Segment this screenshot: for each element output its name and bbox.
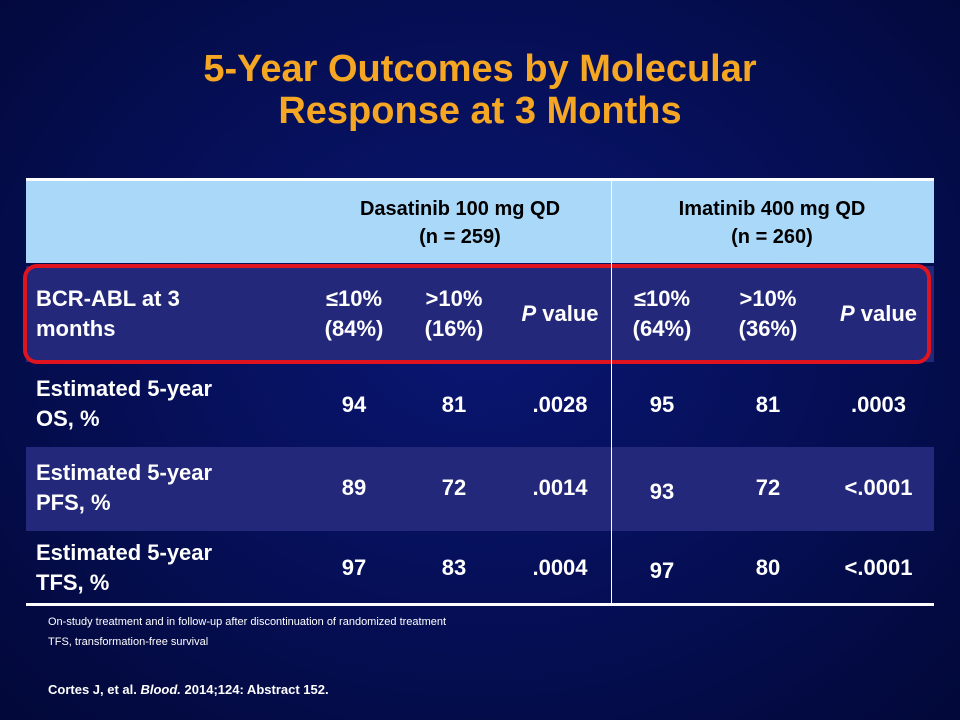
header-imatinib-line1: Imatinib 400 mg QD — [678, 198, 866, 220]
row-label-line1: Estimated 5-year — [36, 460, 213, 485]
das-le10-line2: (84%) — [324, 316, 384, 341]
table-row: Estimated 5-year TFS, % 97 83 .0004 97 8… — [26, 532, 934, 603]
row-label-line2: TFS, % — [36, 570, 110, 595]
ima-le10-line2: (64%) — [632, 316, 692, 341]
cell-das-p: .0014 — [532, 475, 588, 500]
response-row-label: BCR-ABL at 3 months — [36, 284, 296, 344]
das-gt10-line2: (16%) — [424, 316, 484, 341]
cell-ima-le10: 95 — [649, 392, 675, 417]
row-label-line2: OS, % — [36, 406, 100, 431]
table-row: Estimated 5-year PFS, % 89 72 .0014 93 7… — [26, 447, 934, 531]
header-imatinib: Imatinib 400 mg QD (n = 260) — [622, 195, 922, 251]
row-label-line1: Estimated 5-year — [36, 540, 213, 565]
das-le10-line1: ≤10% — [325, 286, 383, 311]
cell-das-p: .0028 — [532, 392, 588, 417]
das-le10-header: ≤10% (84%) — [309, 284, 399, 344]
ima-le10-line1: ≤10% — [633, 286, 691, 311]
citation-authors: Cortes J, et al. — [48, 682, 141, 697]
citation-journal: Blood. — [140, 682, 181, 697]
table-top-rule — [26, 178, 934, 181]
highlight-box — [23, 264, 931, 364]
table-header: Dasatinib 100 mg QD (n = 259) Imatinib 4… — [26, 181, 934, 263]
row-label-os: Estimated 5-year OS, % — [36, 374, 296, 434]
ima-gt10-header: >10% (36%) — [723, 284, 813, 344]
cell-das-le10: 94 — [341, 392, 367, 417]
das-gt10-header: >10% (16%) — [409, 284, 499, 344]
das-p-value-header: P value — [510, 299, 610, 329]
cell-ima-gt10: 80 — [755, 555, 781, 580]
ima-gt10-line2: (36%) — [738, 316, 798, 341]
cell-ima-gt10: 81 — [755, 392, 781, 417]
title-line-1: 5-Year Outcomes by Molecular — [203, 48, 757, 90]
cell-das-le10: 97 — [341, 555, 367, 580]
das-p-rest: value — [536, 301, 599, 326]
ima-p-value-header: P value — [826, 299, 931, 329]
das-p-italic: P — [521, 301, 537, 326]
cell-das-le10: 89 — [341, 475, 367, 500]
footnote-2: TFS, transformation-free survival — [48, 636, 209, 648]
ima-le10-header: ≤10% (64%) — [617, 284, 707, 344]
title-line-2: Response at 3 Months — [278, 90, 682, 132]
cell-ima-p: <.0001 — [844, 555, 913, 580]
footnote-1: On-study treatment and in follow-up afte… — [48, 616, 447, 628]
citation-rest: 2014;124: Abstract 152. — [180, 682, 329, 697]
row-label-pfs: Estimated 5-year PFS, % — [36, 458, 296, 518]
ima-p-italic: P — [839, 301, 855, 326]
response-label-line1: BCR-ABL at 3 — [36, 286, 180, 311]
row-label-tfs: Estimated 5-year TFS, % — [36, 538, 296, 598]
cell-das-gt10: 83 — [441, 555, 467, 580]
ima-gt10-line1: >10% — [739, 286, 797, 311]
header-dasatinib-line1: Dasatinib 100 mg QD — [359, 198, 561, 220]
cell-ima-p: .0003 — [850, 392, 907, 417]
slide-title: 5-Year Outcomes by Molecular Response at… — [0, 48, 960, 132]
cell-ima-le10: 97 — [649, 558, 675, 583]
header-dasatinib: Dasatinib 100 mg QD (n = 259) — [310, 195, 610, 251]
row-label-line2: PFS, % — [36, 490, 111, 515]
row-label-line1: Estimated 5-year — [36, 376, 213, 401]
table-bottom-rule — [26, 603, 934, 606]
cell-ima-gt10: 72 — [755, 475, 781, 500]
cell-ima-le10: 93 — [649, 479, 675, 504]
table-row: Estimated 5-year OS, % 94 81 .0028 95 81… — [26, 364, 934, 446]
das-gt10-line1: >10% — [425, 286, 483, 311]
header-dasatinib-line2: (n = 259) — [419, 226, 501, 248]
ima-p-rest: value — [854, 301, 918, 326]
cell-das-gt10: 72 — [441, 475, 467, 500]
response-row: BCR-ABL at 3 months ≤10% (84%) >10% (16%… — [26, 266, 934, 362]
citation: Cortes J, et al. Blood. 2014;124: Abstra… — [48, 682, 329, 697]
response-label-line2: months — [36, 316, 116, 341]
header-imatinib-line2: (n = 260) — [731, 226, 813, 248]
cell-das-p: .0004 — [532, 555, 588, 580]
cell-das-gt10: 81 — [441, 392, 467, 417]
column-divider — [611, 181, 612, 603]
cell-ima-p: <.0001 — [844, 475, 913, 500]
